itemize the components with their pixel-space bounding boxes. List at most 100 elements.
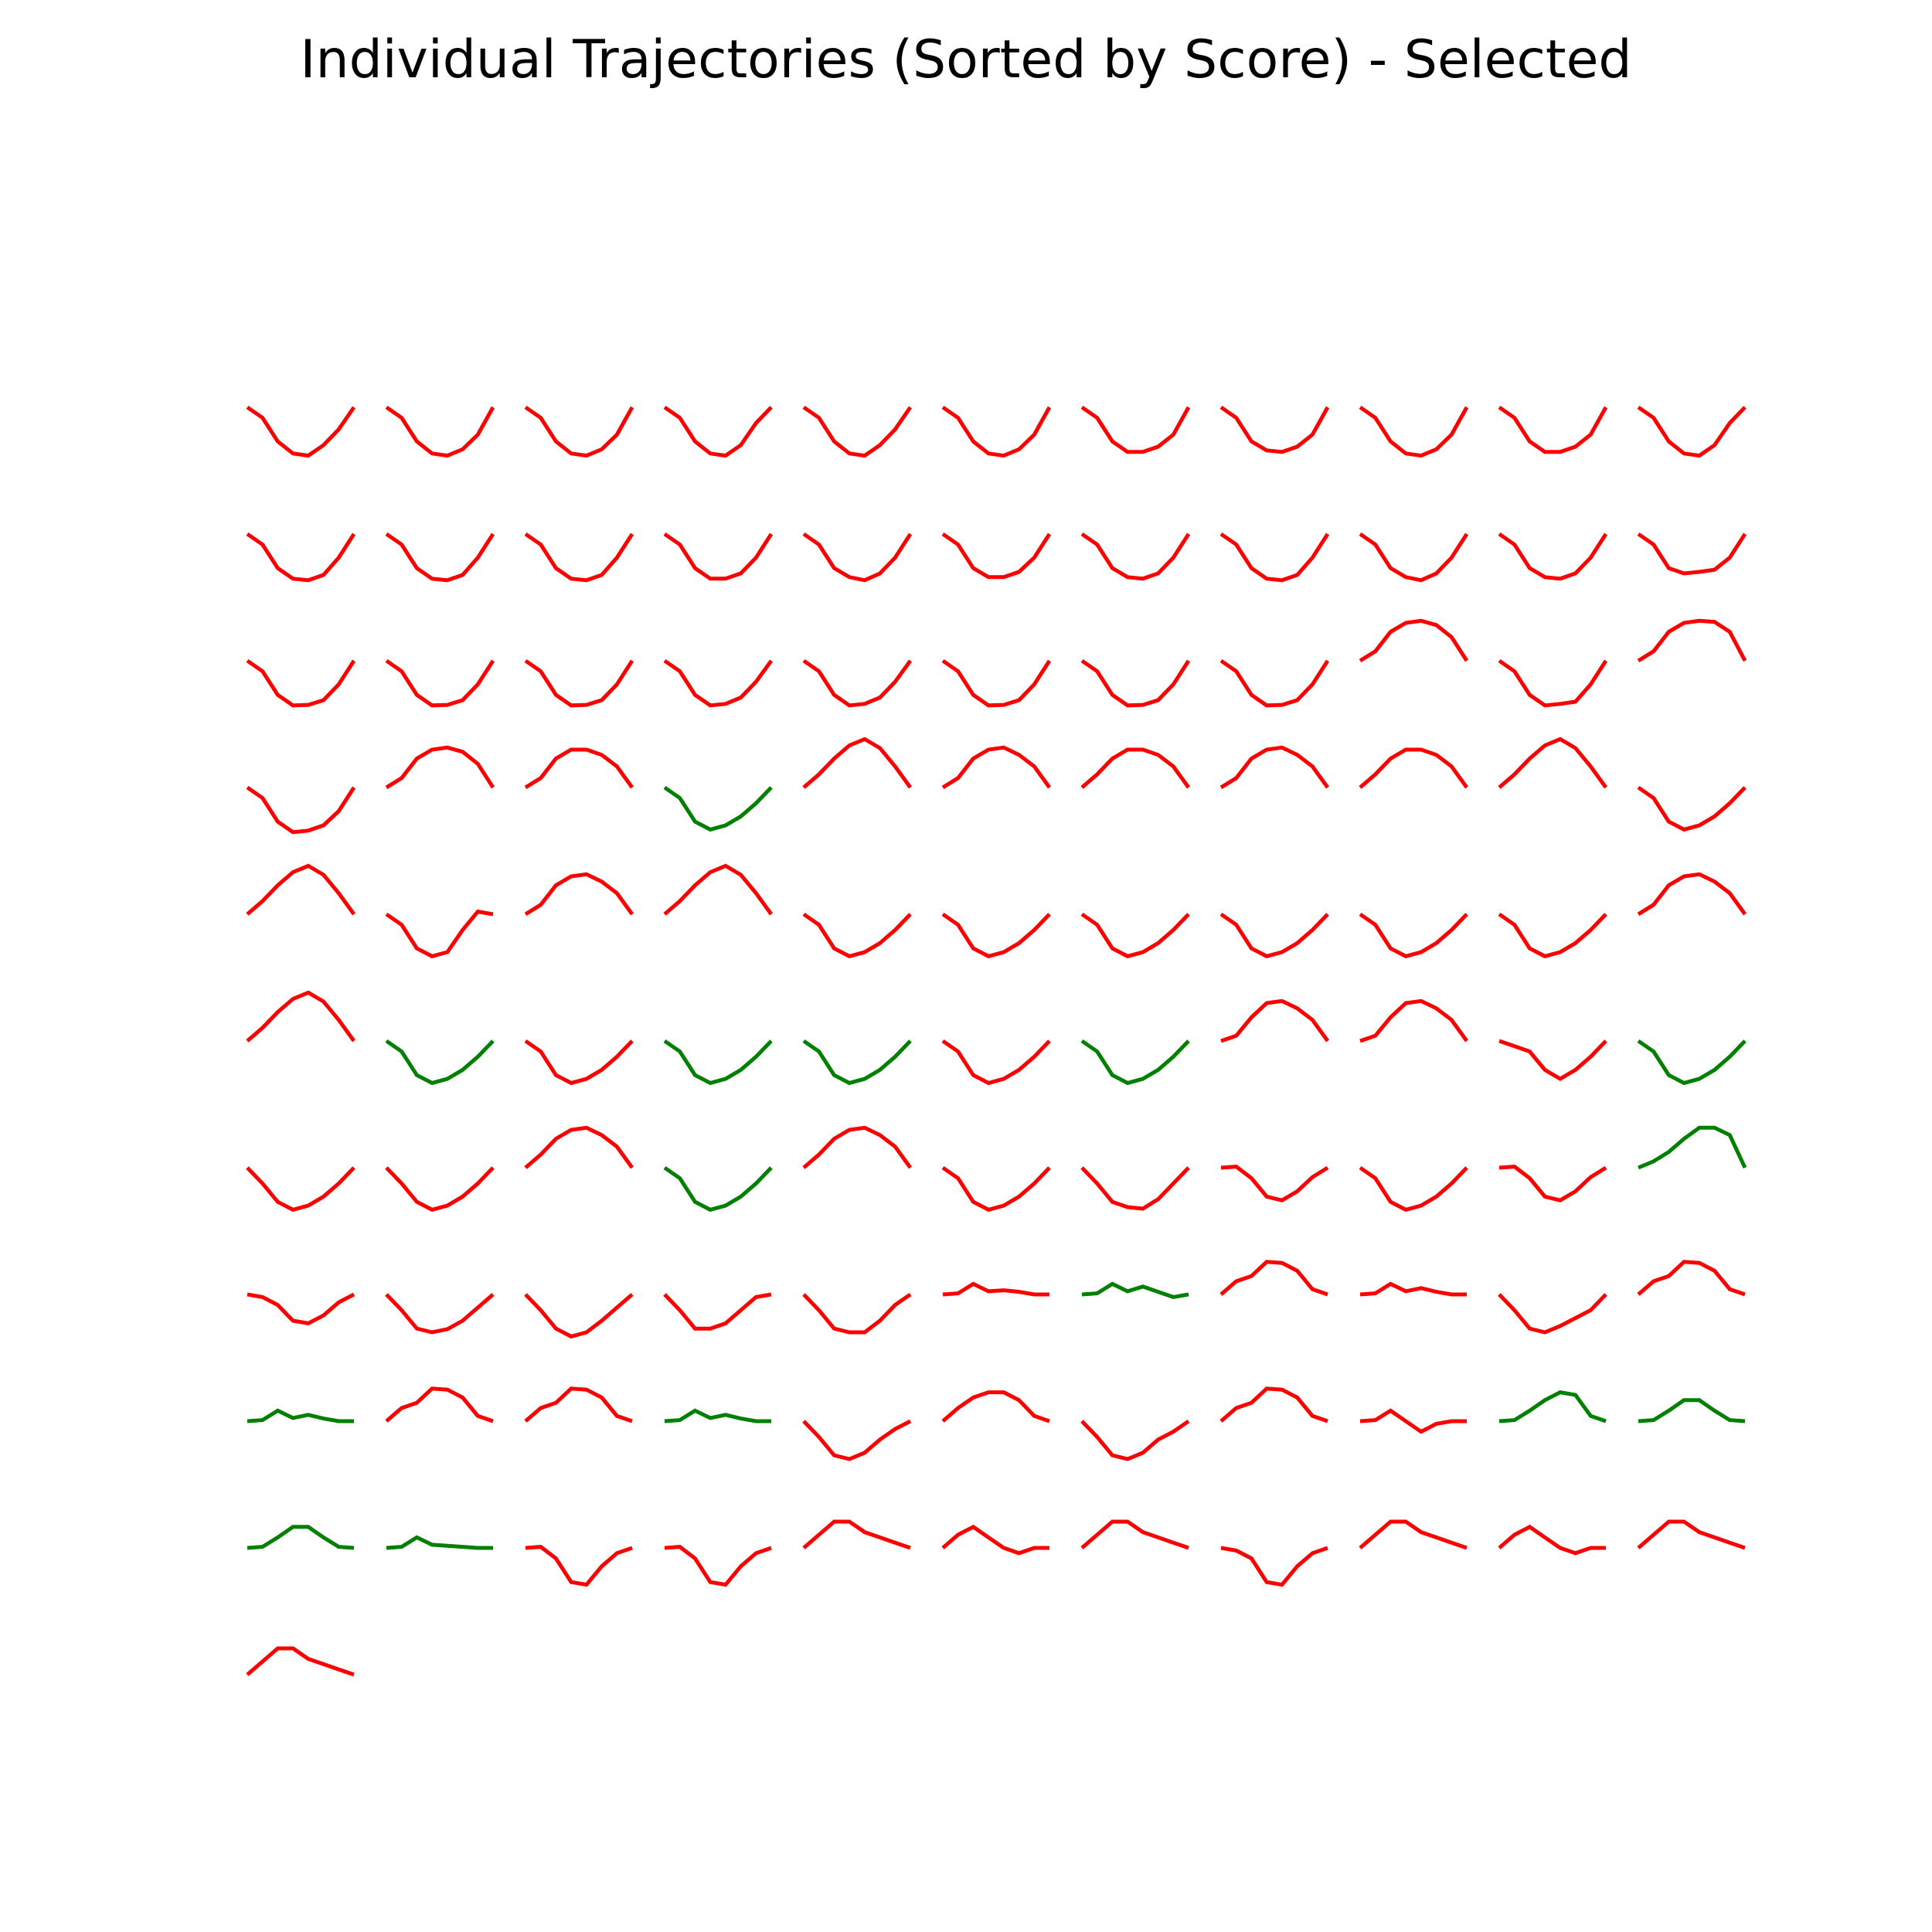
- trajectory-line-77-selected: [1638, 1125, 1747, 1170]
- trajectory-line-31-unselected: [1359, 618, 1469, 663]
- trajectory-line-60-selected: [802, 1039, 912, 1086]
- trajectory-line-32-unselected: [1498, 658, 1608, 708]
- trajectory-line-18-unselected: [1080, 532, 1191, 581]
- trajectory-line-63-unselected: [1220, 998, 1330, 1043]
- trajectory-line-92-selected: [664, 1408, 771, 1423]
- trajectory-line-98-selected: [1498, 1389, 1607, 1423]
- trajectory-line-12-unselected: [246, 532, 356, 583]
- trajectory-line-16-unselected: [802, 532, 913, 583]
- trajectory-line-68-unselected: [385, 1166, 495, 1213]
- trajectory-line-43-unselected: [1498, 736, 1608, 789]
- trajectory-line-53-unselected: [1359, 912, 1468, 959]
- trajectory-line-7-unselected: [1080, 405, 1191, 454]
- trajectory-line-82-unselected: [802, 1292, 912, 1335]
- trajectory-line-25-unselected: [524, 658, 634, 708]
- trajectory-line-27-unselected: [802, 658, 913, 708]
- trajectory-line-2-unselected: [385, 405, 495, 458]
- trajectory-line-65-unselected: [1498, 1039, 1607, 1081]
- trajectory-line-55-unselected: [1637, 872, 1747, 917]
- trajectory-line-73-unselected: [1080, 1166, 1190, 1211]
- trajectory-line-67-unselected: [246, 1166, 355, 1213]
- trajectory-line-28-unselected: [941, 658, 1052, 708]
- trajectory-line-107-unselected: [1220, 1546, 1328, 1587]
- trajectory-line-58-unselected: [524, 1039, 634, 1086]
- trajectory-line-3-unselected: [524, 405, 634, 458]
- trajectory-line-64-unselected: [1359, 998, 1469, 1043]
- trajectory-line-66-selected: [1637, 1039, 1747, 1086]
- trajectory-line-50-unselected: [941, 912, 1051, 959]
- trajectory-line-29-unselected: [1080, 658, 1191, 708]
- trajectory-line-101-selected: [386, 1535, 493, 1550]
- trajectory-line-110-unselected: [1637, 1519, 1746, 1550]
- trajectory-line-78-unselected: [247, 1292, 355, 1326]
- trajectory-line-84-selected: [1081, 1281, 1189, 1299]
- trajectory-line-47-unselected: [524, 872, 634, 917]
- trajectory-line-1-unselected: [246, 405, 356, 458]
- trajectory-line-72-unselected: [941, 1165, 1051, 1213]
- trajectory-line-39-unselected: [941, 745, 1052, 790]
- trajectory-line-102-unselected: [525, 1545, 633, 1587]
- trajectory-line-105-unselected: [941, 1524, 1049, 1556]
- trajectory-line-10-unselected: [1498, 405, 1608, 454]
- trajectory-line-57-selected: [385, 1039, 495, 1086]
- trajectory-line-34-unselected: [246, 785, 356, 835]
- trajectory-line-106-unselected: [1080, 1519, 1189, 1550]
- trajectory-line-15-unselected: [663, 532, 774, 581]
- trajectory-line-59-selected: [663, 1039, 773, 1086]
- trajectory-line-93-unselected: [802, 1419, 912, 1461]
- trajectory-line-81-unselected: [663, 1292, 772, 1331]
- trajectory-line-40-unselected: [1080, 747, 1191, 789]
- trajectory-line-19-unselected: [1219, 532, 1330, 583]
- trajectory-line-89-selected: [247, 1408, 354, 1423]
- trajectory-line-83-unselected: [942, 1281, 1049, 1297]
- trajectory-line-38-unselected: [802, 736, 913, 789]
- trajectory-line-97-unselected: [1359, 1408, 1467, 1434]
- trajectory-line-46-unselected: [385, 909, 494, 959]
- trajectory-line-49-unselected: [802, 912, 912, 959]
- trajectory-line-48-unselected: [663, 863, 774, 916]
- trajectory-line-111-unselected: [246, 1646, 355, 1677]
- trajectory-line-54-unselected: [1498, 912, 1607, 959]
- trajectory-line-44-unselected: [1637, 785, 1747, 832]
- trajectory-line-109-unselected: [1498, 1524, 1606, 1556]
- trajectory-line-95-unselected: [1080, 1419, 1190, 1461]
- trajectory-line-9-unselected: [1359, 405, 1469, 458]
- trajectory-line-74-unselected: [1220, 1165, 1329, 1202]
- trajectory-line-17-unselected: [941, 532, 1052, 580]
- trajectory-line-91-unselected: [524, 1386, 633, 1423]
- trajectory-line-8-unselected: [1219, 405, 1330, 454]
- trajectory-line-88-unselected: [1637, 1260, 1746, 1297]
- trajectory-line-71-unselected: [802, 1125, 913, 1169]
- trajectory-line-51-unselected: [1080, 912, 1190, 959]
- trajectory-line-33-unselected: [1637, 618, 1747, 663]
- trajectory-line-85-unselected: [1219, 1260, 1328, 1297]
- trajectory-line-26-unselected: [663, 658, 774, 708]
- trajectory-line-35-unselected: [385, 745, 495, 790]
- trajectory-line-61-unselected: [941, 1039, 1051, 1086]
- trajectory-line-87-unselected: [1498, 1293, 1607, 1335]
- trajectory-line-5-unselected: [802, 405, 913, 458]
- trajectory-line-86-unselected: [1359, 1281, 1467, 1297]
- trajectory-line-52-unselected: [1219, 912, 1329, 959]
- trajectory-line-99-selected: [1638, 1398, 1746, 1423]
- trajectory-line-108-unselected: [1359, 1519, 1468, 1550]
- trajectory-line-6-unselected: [941, 405, 1052, 458]
- trajectory-line-75-unselected: [1359, 1165, 1468, 1213]
- trajectory-line-22-unselected: [1637, 532, 1747, 576]
- trajectory-line-80-unselected: [524, 1293, 634, 1339]
- trajectory-line-90-unselected: [385, 1386, 494, 1423]
- trajectory-line-70-selected: [663, 1165, 773, 1213]
- trajectory-line-76-unselected: [1498, 1165, 1607, 1202]
- trajectory-line-69-unselected: [524, 1125, 634, 1169]
- trajectory-line-23-unselected: [246, 658, 356, 708]
- trajectory-line-24-unselected: [385, 658, 495, 708]
- trajectory-line-56-unselected: [246, 990, 356, 1043]
- trajectory-line-42-unselected: [1359, 747, 1469, 789]
- trajectory-line-37-selected: [663, 785, 773, 832]
- trajectory-line-21-unselected: [1498, 532, 1608, 581]
- chart-title: Individual Trajectories (Sorted by Score…: [300, 29, 1632, 90]
- trajectory-line-94-unselected: [941, 1390, 1050, 1423]
- trajectory-line-11-unselected: [1637, 405, 1747, 458]
- trajectory-line-100-selected: [247, 1525, 355, 1550]
